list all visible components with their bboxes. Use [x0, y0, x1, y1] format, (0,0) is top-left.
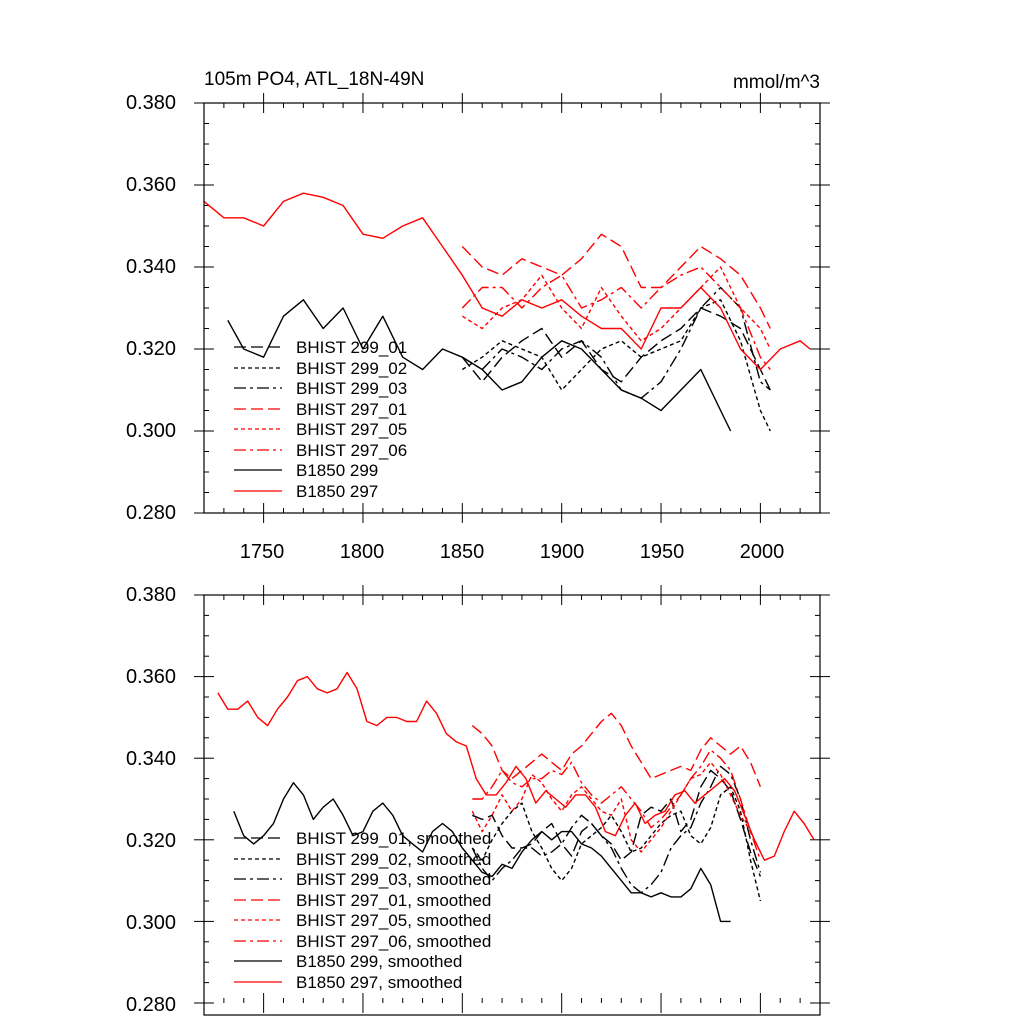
y-tick-label: 0.360: [126, 666, 176, 688]
chart-title: 105m PO4, ATL_18N-49N: [204, 69, 424, 90]
legend-label: BHIST 297_01, smoothed: [296, 891, 491, 910]
x-tick-label: 1850: [440, 541, 485, 563]
legend-entry: BHIST 299_02: [234, 359, 407, 378]
bottom-y-tick-labels: 0.380 0.360 0.340 0.320 0.300 0.280: [126, 584, 176, 1016]
top-y-tick-labels: 0.380 0.360 0.340 0.320 0.300 0.280: [126, 92, 176, 524]
x-tick-label: 1900: [540, 541, 585, 563]
top-panel: 105m PO4, ATL_18N-49N mmol/m^3 0.380 0.3…: [126, 69, 830, 563]
x-tick-label: 1950: [640, 541, 685, 563]
series-line-bhist-297-05-smoothed: [471, 761, 762, 853]
y-tick-label: 0.360: [126, 174, 176, 196]
legend-entry: BHIST 297_01: [234, 400, 407, 419]
legend-entry: B1850 297, smoothed: [234, 973, 462, 992]
series-line-bhist-299-02-smoothed: [471, 786, 762, 902]
legend-label: BHIST 299_02, smoothed: [296, 850, 491, 869]
legend-entry: BHIST 297_01, smoothed: [234, 891, 491, 910]
legend-label: BHIST 299_03: [296, 379, 407, 398]
y-tick-label: 0.340: [126, 748, 176, 770]
series-line-b1850-299-smoothed: [233, 782, 731, 923]
legend-entry: B1850 299, smoothed: [234, 952, 462, 971]
units-label: mmol/m^3: [733, 72, 820, 93]
series-line-bhist-299-03-smoothed: [471, 765, 762, 894]
top-x-tick-labels: 1750 1800 1850 1900 1950 2000: [240, 541, 785, 563]
legend-label: B1850 299: [296, 461, 378, 480]
legend-entry: BHIST 297_05, smoothed: [234, 911, 491, 930]
bottom-ticks: [194, 585, 830, 1013]
bottom-plot-frame: [203, 594, 821, 1016]
x-tick-label: 1750: [240, 541, 285, 563]
legend-label: BHIST 297_05, smoothed: [296, 911, 491, 930]
y-tick-label: 0.300: [126, 912, 176, 934]
legend-entry: BHIST 297_06: [234, 441, 407, 460]
legend-label: BHIST 297_06: [296, 441, 407, 460]
series-line-b1850-299: [227, 299, 732, 432]
series-line-bhist-297-06-smoothed: [472, 749, 762, 861]
legend-label: BHIST 299_03, smoothed: [296, 870, 491, 889]
legend-label: BHIST 299_01, smoothed: [296, 829, 491, 848]
y-tick-label: 0.280: [126, 502, 176, 524]
y-tick-label: 0.380: [126, 92, 176, 114]
series-line-bhist-299-01: [461, 307, 771, 391]
legend-entry: B1850 297: [234, 482, 378, 501]
legend-entry: BHIST 299_03, smoothed: [234, 870, 491, 889]
top-legend: BHIST 299_01 BHIST 299_02 BHIST 299_03 B…: [234, 338, 407, 501]
y-tick-label: 0.300: [126, 420, 176, 442]
top-plot-frame: [203, 102, 821, 514]
legend-entry: BHIST 299_01: [234, 338, 407, 357]
series-line-bhist-297-06: [461, 266, 771, 370]
legend-entry: BHIST 299_02, smoothed: [234, 850, 491, 869]
legend-entry: BHIST 299_03: [234, 379, 407, 398]
y-tick-label: 0.320: [126, 830, 176, 852]
series-line-bhist-297-05: [461, 266, 771, 350]
legend-label: B1850 297: [296, 482, 378, 501]
legend-label: BHIST 297_05: [296, 420, 407, 439]
legend-label: BHIST 299_01: [296, 338, 407, 357]
y-tick-label: 0.380: [126, 584, 176, 606]
series-line-bhist-299-02: [461, 299, 771, 432]
legend-entry: BHIST 297_06, smoothed: [234, 932, 491, 951]
y-tick-label: 0.320: [126, 338, 176, 360]
series-line-b1850-297-smoothed: [217, 671, 815, 861]
legend-label: BHIST 297_06, smoothed: [296, 932, 491, 951]
legend-label: B1850 299, smoothed: [296, 952, 462, 971]
top-series: [203, 192, 811, 432]
x-tick-label: 1800: [340, 541, 385, 563]
y-tick-label: 0.340: [126, 256, 176, 278]
legend-entry: BHIST 299_01, smoothed: [234, 829, 491, 848]
legend-label: BHIST 297_01: [296, 400, 407, 419]
bottom-series: [217, 671, 815, 923]
legend-entry: B1850 299: [234, 461, 378, 480]
bottom-legend: BHIST 299_01, smoothed BHIST 299_02, smo…: [234, 829, 491, 992]
y-tick-label: 0.280: [126, 994, 176, 1016]
legend-label: B1850 297, smoothed: [296, 973, 462, 992]
x-tick-label: 2000: [740, 541, 785, 563]
bottom-panel: 0.380 0.360 0.340 0.320 0.300 0.280 BHIS…: [126, 584, 830, 1016]
legend-entry: BHIST 297_05: [234, 420, 407, 439]
series-line-b1850-297: [203, 192, 811, 371]
series-line-bhist-299-01-smoothed: [472, 769, 762, 877]
legend-label: BHIST 299_02: [296, 359, 407, 378]
